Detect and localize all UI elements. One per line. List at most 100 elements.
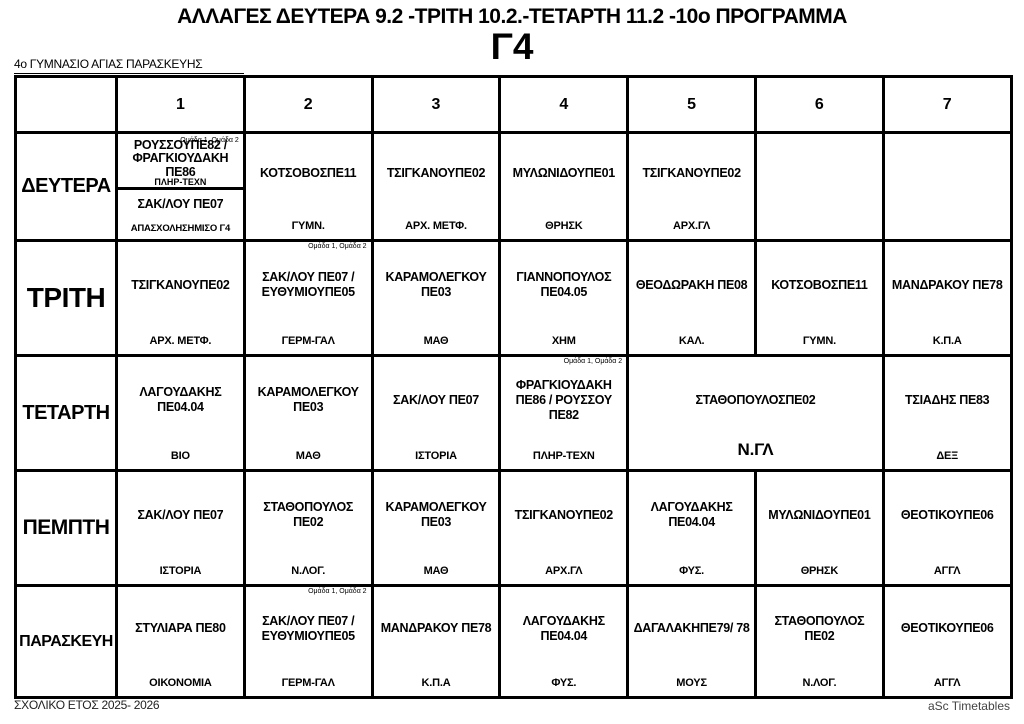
lesson-cell: Ομάδα 1, Ομάδα 2 ΣΑΚ/ΛΟΥ ΠΕ07 / ΕΥΘΥΜΙΟΥΠ… [242, 584, 374, 699]
subject-name: ΠΛΗΡ-ΤΕΧΝ [532, 450, 595, 462]
subject-name: ΑΠΑΣΧΟΛΗΣΗΜΙΣΟ Γ4 [130, 222, 231, 234]
lesson-cell: ΤΣΙΑΔΗΣ ΠΕ83 ΔΕΞ [881, 354, 1013, 472]
subject-name: ΓΥΜΝ. [802, 335, 836, 347]
teacher-name: ΡΟΥΣΣΟΥΠΕ82 / ΦΡΑΓΚΙΟΥΔΑΚΗ ΠΕ86 [132, 137, 229, 179]
lesson-cell: Ομάδα 1, Ομάδα 2 ΣΑΚ/ΛΟΥ ΠΕ07 / ΕΥΘΥΜΙΟΥΠ… [242, 239, 374, 357]
group-note: Ομάδα 1, Ομάδα 2 [563, 358, 623, 366]
subject-name: ΟΙΚΟΝΟΜΙΑ [149, 677, 212, 689]
teacher-name: ΛΑΓΟΥΔΑΚΗΣ ΠΕ04.04 [522, 613, 605, 643]
subject-name: ΑΡΧ.ΓΛ [672, 220, 711, 232]
day-label: ΤΡΙΤΗ [14, 239, 118, 357]
subject-name: ΘΡΗΣΚ [800, 565, 839, 577]
day-row: ΠΕΜΠΤΗ ΣΑΚ/ΛΟΥ ΠΕ07 ΙΣΤΟΡΙΑ ΣΤΑΘΟΠΟΥΛΟΣ ΠΕ0… [14, 469, 1013, 587]
subject-name: Κ.Π.Α [932, 335, 962, 347]
teacher-name: ΣΑΚ/ΛΟΥ ΠΕ07 [137, 507, 224, 522]
lesson-cell: ΜΑΝΔΡΑΚΟΥ ΠΕ78 Κ.Π.Α [881, 239, 1013, 357]
teacher-name: ΤΣΙΓΚΑΝΟΥΠΕ02 [386, 166, 486, 180]
lesson-cell: ΣΑΚ/ΛΟΥ ΠΕ07 ΙΣΤΟΡΙΑ [115, 469, 246, 587]
day-row: ΠΑΡΑΣΚΕΥΗ ΣΤΥΛΙΑΡΑ ΠΕ80 ΟΙΚΟΝΟΜΙΑ Ομάδα 1, … [14, 584, 1013, 699]
split-lesson: Ομάδα 1, Ομάδα 2 ΡΟΥΣΣΟΥΠΕ82 / ΦΡΑΓΚΙΟΥΔΑ… [119, 136, 242, 238]
lesson-cell: ΛΑΓΟΥΔΑΚΗΣ ΠΕ04.04 ΦΥΣ. [498, 584, 630, 699]
subject-name: ΜΑΘ [423, 335, 449, 347]
subject-name: ΔΕΞ [936, 450, 959, 462]
teacher-name: ΣΤΑΘΟΠΟΥΛΟΣΠΕ02 [695, 392, 816, 407]
timetable-body: ΔΕΥΤΕΡΑ Ομάδα 1, Ομάδα 2 ΡΟΥΣΣΟΥΠΕ82 / ΦΡΑ… [14, 131, 1013, 699]
teacher-name: ΣΤΑΘΟΠΟΥΛΟΣ ΠΕ02 [774, 613, 865, 643]
day-label: ΔΕΥΤΕΡΑ [14, 131, 118, 242]
day-row: ΤΡΙΤΗ ΤΣΙΓΚΑΝΟΥΠΕ02 ΑΡΧ. ΜΕΤΦ. Ομάδα 1, Ομά… [14, 239, 1013, 357]
teacher-name: ΜΑΝΔΡΑΚΟΥ ΠΕ78 [891, 277, 1003, 292]
teacher-name: ΘΕΟΤΙΚΟΥΠΕ06 [900, 507, 994, 522]
lesson-cell: Ομάδα 1, Ομάδα 2 ΦΡΑΓΚΙΟΥΔΑΚΗ ΠΕ86 / ΡΟΥΣ… [498, 354, 630, 472]
school-year-label: ΣΧΟΛΙΚΟ ΕΤΟΣ 2025- 2026 [14, 698, 160, 712]
subject-name: ΑΓΓΛ [933, 677, 961, 689]
asc-timetables-credit: aSc Timetables [927, 699, 1010, 713]
teacher-name: ΣΑΚ/ΛΟΥ ΠΕ07 / ΕΥΘΥΜΙΟΥΠΕ05 [261, 613, 355, 643]
subject-name: ΘΡΗΣΚ [545, 220, 583, 232]
subject-name: ΑΓΓΛ [933, 565, 961, 577]
subject-name: Ν.ΓΛ [737, 440, 774, 459]
group-note: Ομάδα 1, Ομάδα 2 [308, 588, 367, 596]
corner-cell [14, 75, 118, 134]
group-note: Ομάδα 1, Ομάδα 2 [308, 243, 367, 251]
lesson-cell: ΛΑΓΟΥΔΑΚΗΣ ΠΕ04.04 ΦΥΣ. [626, 469, 757, 587]
lesson-cell: ΚΑΡΑΜΟΛΕΓΚΟΥ ΠΕ03 ΜΑΘ [370, 469, 502, 587]
teacher-name: ΣΑΚ/ΛΟΥ ΠΕ07 [393, 392, 479, 407]
lesson-cell: ΔΑΓΑΛΑΚΗΠΕ79/ 78 ΜΟΥΣ [626, 584, 757, 699]
teacher-name: ΛΑΓΟΥΔΑΚΗΣ ΠΕ04.04 [139, 385, 222, 414]
lesson-cell: ΜΑΝΔΡΑΚΟΥ ΠΕ78 Κ.Π.Α [370, 584, 502, 699]
subject-name: ΑΡΧ. ΜΕΤΦ. [405, 220, 467, 232]
teacher-name: ΚΑΡΑΜΟΛΕΓΚΟΥ ΠΕ03 [257, 385, 359, 414]
teacher-name: ΚΟΤΣΟΒΟΣΠΕ11 [260, 166, 357, 180]
teacher-name: ΤΣΙΓΚΑΝΟΥΠΕ02 [514, 507, 614, 522]
subject-name: ΧΗΜ [551, 335, 576, 347]
lesson-cell: ΣΤΥΛΙΑΡΑ ΠΕ80 ΟΙΚΟΝΟΜΙΑ [115, 584, 246, 699]
subject-name: ΓΕΡΜ-ΓΑΛ [281, 677, 335, 689]
period-header: 1 [115, 75, 246, 134]
lesson-cell: ΚΑΡΑΜΟΛΕΓΚΟΥ ΠΕ03 ΜΑΘ [370, 239, 502, 357]
lesson-half-top: Ομάδα 1, Ομάδα 2 ΡΟΥΣΣΟΥΠΕ82 / ΦΡΑΓΚΙΟΥΔΑ… [119, 136, 242, 190]
teacher-name: ΓΙΑΝΝΟΠΟΥΛΟΣ ΠΕ04.05 [516, 270, 612, 299]
lesson-cell: ΚΑΡΑΜΟΛΕΓΚΟΥ ΠΕ03 ΜΑΘ [242, 354, 374, 472]
school-name-label: 4ο ΓΥΜΝΑΣΙΟ ΑΓΙΑΣ ΠΑΡΑΣΚΕΥΗΣ [14, 57, 244, 74]
empty-cell [881, 131, 1013, 242]
subject-name: ΙΣΤΟΡΙΑ [159, 565, 202, 577]
subject-name: ΜΑΘ [423, 565, 449, 577]
teacher-name: ΣΑΚ/ΛΟΥ ΠΕ07 [137, 197, 224, 212]
teacher-name: ΘΕΟΔΩΡΑΚΗ ΠΕ08 [635, 277, 748, 292]
period-header: 7 [881, 75, 1013, 134]
subject-name: ΒΙΟ [170, 450, 190, 462]
group-note: Ομάδα 1, Ομάδα 2 [180, 136, 239, 144]
teacher-name: ΚΑΡΑΜΟΛΕΓΚΟΥ ΠΕ03 [385, 500, 487, 529]
teacher-name: ΔΑΓΑΛΑΚΗΠΕ79/ 78 [633, 621, 750, 635]
teacher-name: ΣΑΚ/ΛΟΥ ΠΕ07 / ΕΥΘΥΜΙΟΥΠΕ05 [261, 270, 355, 299]
teacher-name: ΘΕΟΤΙΚΟΥΠΕ06 [900, 621, 994, 635]
subject-name: ΚΑΛ. [678, 335, 705, 347]
lesson-cell: ΤΣΙΓΚΑΝΟΥΠΕ02 ΑΡΧ.ΓΛ [626, 131, 757, 242]
teacher-name: ΜΑΝΔΡΑΚΟΥ ΠΕ78 [380, 621, 492, 635]
teacher-name: ΤΣΙΑΔΗΣ ΠΕ83 [905, 392, 990, 407]
lesson-cell: Ομάδα 1, Ομάδα 2 ΡΟΥΣΣΟΥΠΕ82 / ΦΡΑΓΚΙΟΥΔΑ… [115, 131, 246, 242]
subject-name: ΦΥΣ. [679, 565, 705, 577]
lesson-cell: ΤΣΙΓΚΑΝΟΥΠΕ02 ΑΡΧ. ΜΕΤΦ. [115, 239, 246, 357]
teacher-name: ΤΣΙΓΚΑΝΟΥΠΕ02 [131, 277, 230, 292]
subject-name: ΑΡΧ. ΜΕΤΦ. [149, 335, 212, 347]
subject-name: ΠΛΗΡ-ΤΕΧΝ [154, 176, 207, 187]
period-header: 5 [626, 75, 757, 134]
day-label: ΠΕΜΠΤΗ [14, 469, 118, 587]
teacher-name: ΜΥΛΩΝΙΔΟΥΠΕ01 [512, 166, 616, 180]
day-row: ΔΕΥΤΕΡΑ Ομάδα 1, Ομάδα 2 ΡΟΥΣΣΟΥΠΕ82 / ΦΡΑ… [14, 131, 1013, 242]
lesson-cell: ΣΤΑΘΟΠΟΥΛΟΣ ΠΕ02 Ν.ΛΟΓ. [753, 584, 885, 699]
teacher-name: ΚΟΤΣΟΒΟΣΠΕ11 [771, 277, 868, 292]
subject-name: Κ.Π.Α [421, 677, 451, 689]
lesson-cell: ΚΟΤΣΟΒΟΣΠΕ11 ΓΥΜΝ. [242, 131, 374, 242]
subject-name: ΓΕΡΜ-ΓΑΛ [281, 335, 335, 347]
lesson-cell: ΣΑΚ/ΛΟΥ ΠΕ07 ΙΣΤΟΡΙΑ [370, 354, 502, 472]
lesson-cell: ΘΕΟΤΙΚΟΥΠΕ06 ΑΓΓΛ [881, 584, 1013, 699]
lesson-cell: ΜΥΛΩΝΙΔΟΥΠΕ01 ΘΡΗΣΚ [498, 131, 630, 242]
period-header: 6 [753, 75, 885, 134]
teacher-name: ΣΤΑΘΟΠΟΥΛΟΣ ΠΕ02 [263, 500, 354, 529]
lesson-half-bottom: ΣΑΚ/ΛΟΥ ΠΕ07 ΑΠΑΣΧΟΛΗΣΗΜΙΣΟ Γ4 [119, 190, 241, 238]
